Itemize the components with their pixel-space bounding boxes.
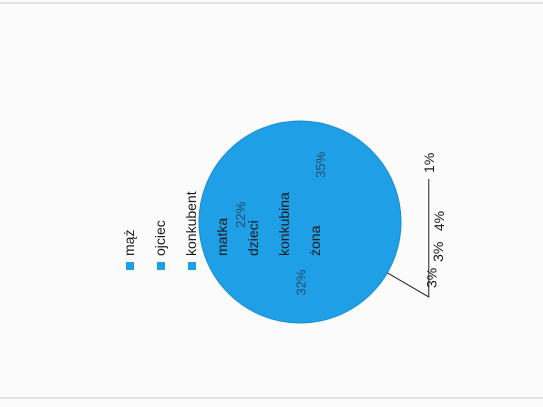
data-label-ojciec: 32% — [293, 269, 308, 295]
legend-swatch-ojciec — [157, 262, 165, 270]
legend-swatch-dzieci — [250, 262, 258, 270]
legend-swatch-mąż — [126, 262, 134, 270]
legend-label-żona: żona — [307, 225, 323, 256]
legend-label-matka: matka — [214, 218, 230, 256]
data-label-konkubent: 22% — [233, 201, 248, 227]
data-label-mąż: 35% — [313, 151, 328, 177]
legend-swatch-konkubent — [188, 262, 196, 270]
top-edge-line — [0, 2, 543, 4]
data-label-żona: 1% — [421, 153, 437, 173]
legend-label-mąż: mąż — [121, 230, 137, 256]
legend-swatch-konkubina — [281, 262, 289, 270]
pie-outline — [198, 120, 402, 324]
data-label-matka: 4% — [431, 211, 447, 231]
legend-label-dzieci: dzieci — [245, 220, 261, 256]
legend-swatch-żona — [312, 262, 320, 270]
legend-label-konkubent: konkubent — [183, 191, 199, 256]
legend-swatch-matka — [219, 262, 227, 270]
legend-label-ojciec: ojciec — [152, 220, 168, 256]
leader-line-żona — [387, 178, 430, 298]
data-label-dzieci: 3% — [430, 242, 446, 262]
rotated-chart-group: 35% 32% 22% 4% 3% 3% 1% mąż ojciec konkubent matka… — [121, 120, 447, 324]
data-label-konkubina: 3% — [424, 268, 440, 288]
bottom-edge-line — [0, 397, 543, 399]
legend-label-konkubina: konkubina — [276, 192, 292, 256]
